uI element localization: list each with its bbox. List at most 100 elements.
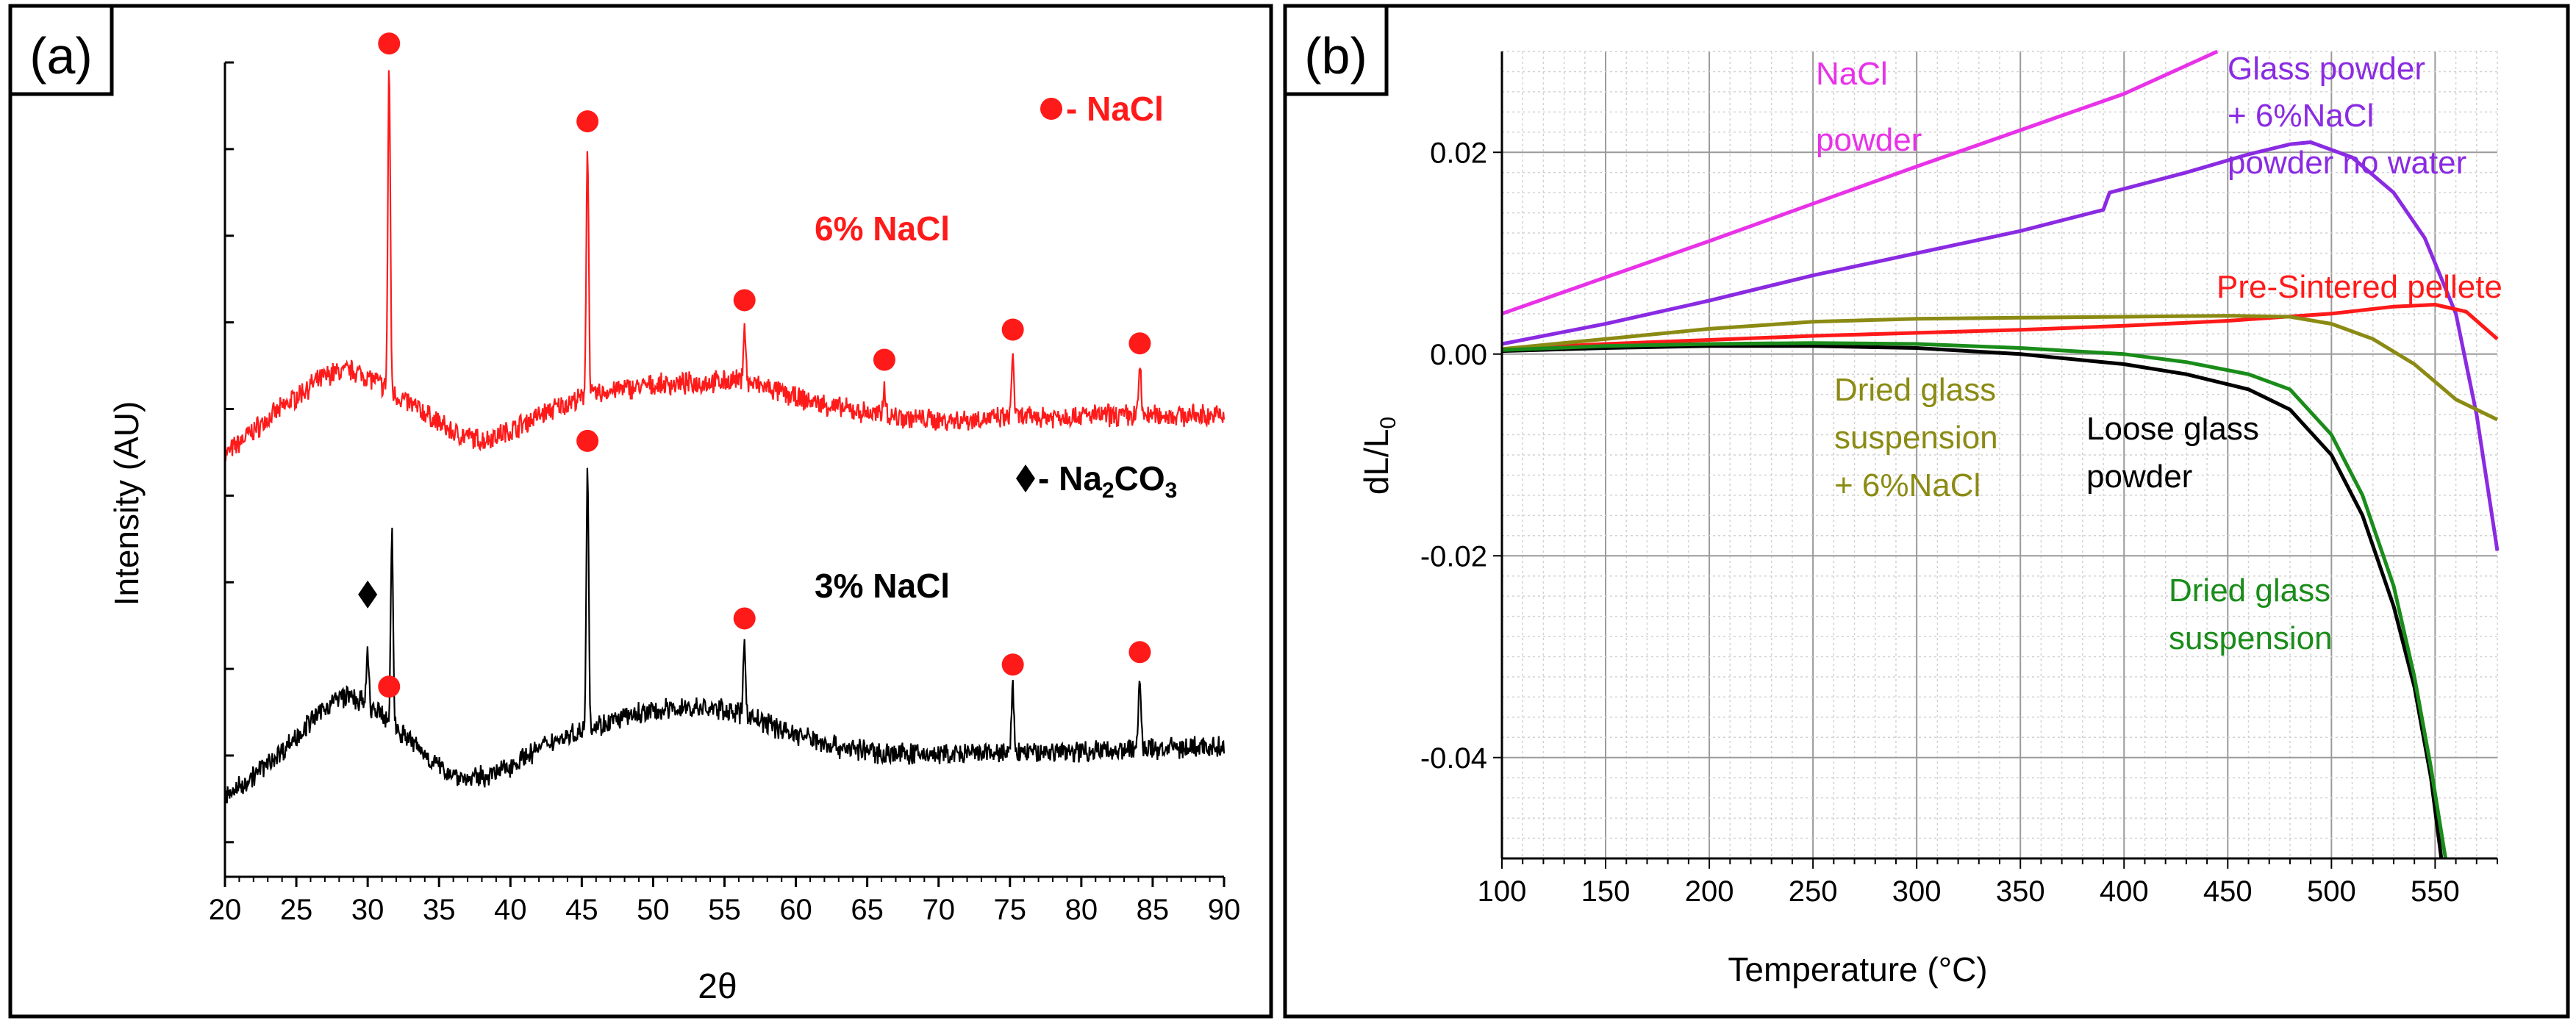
dilatometry-x-tick-label: 450 bbox=[2203, 875, 2253, 908]
curve-loose-glass-powder bbox=[1501, 344, 2444, 859]
nacl-peak-marker bbox=[576, 110, 599, 133]
label-nacl-powder-line1: NaCl bbox=[1816, 56, 1888, 92]
xrd-x-tick-label: 85 bbox=[1137, 894, 1170, 926]
panel-b-frame bbox=[1283, 4, 2570, 1019]
label-nacl-powder: NaCl powder bbox=[1816, 56, 1922, 158]
panel-b: 100 150 200 250 300 350 400 450 500 550 0.02 0.00 -… bbox=[1357, 49, 2502, 989]
series-label-6pct-nacl: 6% NaCl bbox=[815, 209, 950, 248]
curve-glass-powder-6-nacl-powder-no-water bbox=[1501, 140, 2500, 551]
dilatometry-y-axis-label: dL/L0 bbox=[1357, 417, 1400, 495]
y-label-sub: 0 bbox=[1376, 417, 1400, 429]
xrd-x-tick-label: 25 bbox=[280, 894, 313, 926]
label-loose-glass: Loose glass powder bbox=[2086, 411, 2268, 495]
dilatometry-x-tick-label: 100 bbox=[1478, 875, 1527, 908]
curve-dried-glass-suspension bbox=[1501, 341, 2447, 859]
xrd-x-tick-label: 20 bbox=[209, 894, 242, 926]
dilatometry-x-tick-label: 550 bbox=[2411, 875, 2460, 908]
label-glass-powder-nacl: Glass powder + 6%NaCl powder no water bbox=[2228, 51, 2466, 181]
label-dried-suspension-nacl-line1: Dried glass bbox=[1834, 372, 1996, 408]
xrd-x-tick-labels: 20 25 30 35 40 45 50 55 60 65 70 75 80 85 90 bbox=[209, 894, 1241, 926]
legend-na2co3-mid: CO bbox=[1115, 459, 1165, 498]
xrd-x-tick-label: 45 bbox=[565, 894, 598, 926]
dilatometry-x-tick-label: 250 bbox=[1789, 875, 1838, 908]
legend-na2co3-text: - Na2CO3 bbox=[1038, 459, 1177, 503]
label-dried-suspension-line2: suspension bbox=[2169, 620, 2333, 656]
legend-na2co3: - Na2CO3 bbox=[1016, 459, 1177, 503]
label-dried-suspension: Dried glass suspension bbox=[2169, 573, 2339, 656]
curve-dried-glass-suspension-6-nacl bbox=[1501, 314, 2499, 422]
nacl-peak-marker bbox=[733, 607, 756, 630]
legend-nacl: - NaCl bbox=[1040, 90, 1164, 128]
panel-b-label: (b) bbox=[1304, 27, 1367, 85]
nacl-peak-marker bbox=[1001, 318, 1024, 341]
label-dried-suspension-line1: Dried glass bbox=[2169, 573, 2330, 609]
dilatometry-y-tick-label: -0.02 bbox=[1420, 540, 1487, 573]
xrd-x-tick-label: 30 bbox=[351, 894, 384, 926]
label-dried-suspension-nacl: Dried glass suspension + 6%NaCl bbox=[1834, 372, 2007, 503]
dilatometry-y-tick-labels: 0.02 0.00 -0.02 -0.04 bbox=[1420, 137, 1487, 775]
label-dried-suspension-nacl-line3: + 6%NaCl bbox=[1834, 467, 1981, 503]
curve-pre-sintered-pellete bbox=[1501, 303, 2499, 351]
dilatometry-y-tick-label: 0.00 bbox=[1430, 339, 1487, 371]
label-loose-glass-line2: powder bbox=[2086, 459, 2192, 495]
label-nacl-powder-line2: powder bbox=[1816, 122, 1922, 158]
dilatometry-x-tick-label: 400 bbox=[2100, 875, 2149, 908]
nacl-peak-marker bbox=[576, 429, 599, 452]
xrd-x-tick-label: 65 bbox=[851, 894, 884, 926]
nacl-peak-marker bbox=[1001, 653, 1024, 676]
xrd-trace-6pct bbox=[223, 70, 1226, 463]
nacl-peak-marker bbox=[733, 289, 756, 312]
label-pre-sintered: Pre-Sintered pellete bbox=[2217, 269, 2502, 305]
legend-na2co3-sub2: 3 bbox=[1165, 478, 1178, 503]
xrd-x-axis-label: 2θ bbox=[698, 967, 737, 1006]
dilatometry-x-tick-label: 300 bbox=[1892, 875, 1942, 908]
nacl-peak-marker bbox=[1128, 332, 1151, 355]
xrd-x-tick-label: 50 bbox=[637, 894, 670, 926]
nacl-peak-marker bbox=[378, 675, 401, 698]
xrd-x-tick-label: 90 bbox=[1208, 894, 1241, 926]
xrd-x-tick-label: 60 bbox=[779, 894, 812, 926]
dilatometry-x-tick-label: 200 bbox=[1685, 875, 1734, 908]
y-label-main: dL/L bbox=[1357, 429, 1395, 495]
nacl-peak-marker bbox=[873, 348, 895, 371]
legend-na2co3-sub1: 2 bbox=[1102, 478, 1115, 503]
xrd-traces bbox=[223, 70, 1226, 804]
legend-nacl-text: - NaCl bbox=[1066, 90, 1164, 128]
panel-b-label-box bbox=[1283, 4, 1389, 96]
xrd-trace-3pct bbox=[223, 467, 1226, 804]
label-loose-glass-line1: Loose glass bbox=[2086, 411, 2259, 447]
curve-nacl-powder bbox=[1501, 49, 2219, 316]
label-dried-suspension-nacl-line2: suspension bbox=[1834, 420, 1998, 456]
dilatometry-grid bbox=[1501, 51, 2498, 859]
label-glass-powder-nacl-line3: powder no water bbox=[2228, 145, 2466, 181]
series-label-3pct-nacl: 3% NaCl bbox=[815, 567, 950, 605]
xrd-x-tick-label: 70 bbox=[922, 894, 955, 926]
xrd-x-tick-label: 35 bbox=[423, 894, 456, 926]
xrd-x-tick-label: 80 bbox=[1065, 894, 1098, 926]
nacl-peak-marker bbox=[378, 32, 401, 55]
panel-a: 20 25 30 35 40 45 50 55 60 65 70 75 80 85 90 2θ Intens… bbox=[107, 32, 1240, 1006]
label-glass-powder-nacl-line2: + 6%NaCl bbox=[2228, 98, 2374, 134]
dilatometry-x-tick-label: 500 bbox=[2307, 875, 2356, 908]
xrd-x-tick-label: 55 bbox=[708, 894, 741, 926]
xrd-y-axis-label: Intensity (AU) bbox=[107, 401, 146, 606]
na2co3-peak-marker bbox=[358, 580, 378, 609]
legend-na2co3-pre: - Na bbox=[1038, 459, 1102, 498]
panel-a-frame bbox=[8, 4, 1273, 1019]
dilatometry-x-tick-label: 150 bbox=[1581, 875, 1631, 908]
xrd-axes bbox=[223, 61, 1226, 887]
xrd-x-tick-label: 75 bbox=[994, 894, 1027, 926]
dilatometry-axes bbox=[1493, 51, 2498, 869]
dilatometry-x-axis-label: Temperature (°C) bbox=[1728, 950, 1987, 989]
nacl-peak-marker bbox=[1128, 641, 1151, 664]
dilatometry-y-tick-label: -0.04 bbox=[1420, 742, 1487, 775]
panel-a-label: (a) bbox=[29, 27, 93, 85]
dilatometry-curves bbox=[1501, 49, 2500, 859]
legend-nacl-circle-icon bbox=[1040, 98, 1062, 120]
panel-a-label-box bbox=[8, 4, 114, 96]
label-glass-powder-nacl-line1: Glass powder bbox=[2228, 51, 2425, 87]
legend-na2co3-diamond-icon bbox=[1016, 464, 1035, 492]
dilatometry-x-tick-labels: 100 150 200 250 300 350 400 450 500 550 bbox=[1478, 875, 2460, 908]
xrd-peak-markers bbox=[358, 32, 1151, 698]
dilatometry-y-tick-label: 0.02 bbox=[1430, 137, 1487, 169]
